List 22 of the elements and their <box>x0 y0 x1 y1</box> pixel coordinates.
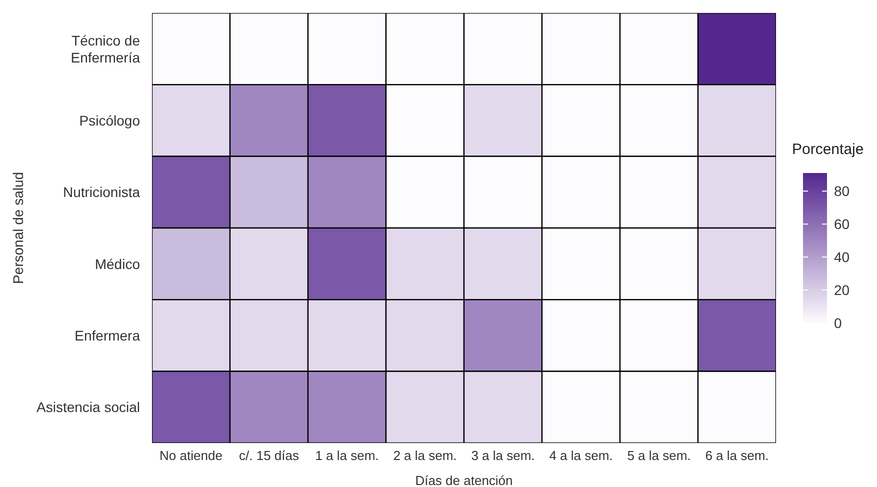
color-bar-label: 60 <box>834 216 850 232</box>
y-tick-label: Técnico de Enfermería <box>70 32 140 66</box>
color-bar-label: 40 <box>834 249 850 266</box>
color-bar-title: Porcentaje <box>792 141 864 158</box>
y-tick-label: Psicólogo <box>79 112 140 128</box>
x-tick-label: 6 a la sem. <box>705 448 769 464</box>
x-tick-label: 5 a la sem. <box>627 448 691 464</box>
y-tick-label: Médico <box>94 256 140 272</box>
y-tick-label: Enfermera <box>74 328 140 344</box>
x-tick-label: 3 a la sem. <box>471 448 535 464</box>
y-tick-label: Asistencia social <box>36 399 140 416</box>
y-tick-label: Nutricionista <box>62 184 140 200</box>
x-tick-label: 1 a la sem. <box>315 448 379 464</box>
x-axis-title: Días de atención <box>415 473 513 487</box>
x-tick-label: No atiende <box>160 448 222 464</box>
x-tick-label: 4 a la sem. <box>549 448 613 464</box>
color-bar-label: 20 <box>834 282 850 298</box>
y-axis-title: Personal de salud <box>10 172 26 284</box>
x-tick-label: 2 a la sem. <box>393 448 457 464</box>
color-bar-label: 80 <box>834 183 850 200</box>
x-tick-label: c/. 15 días <box>239 448 300 464</box>
color-bar-label: 0 <box>834 315 842 331</box>
